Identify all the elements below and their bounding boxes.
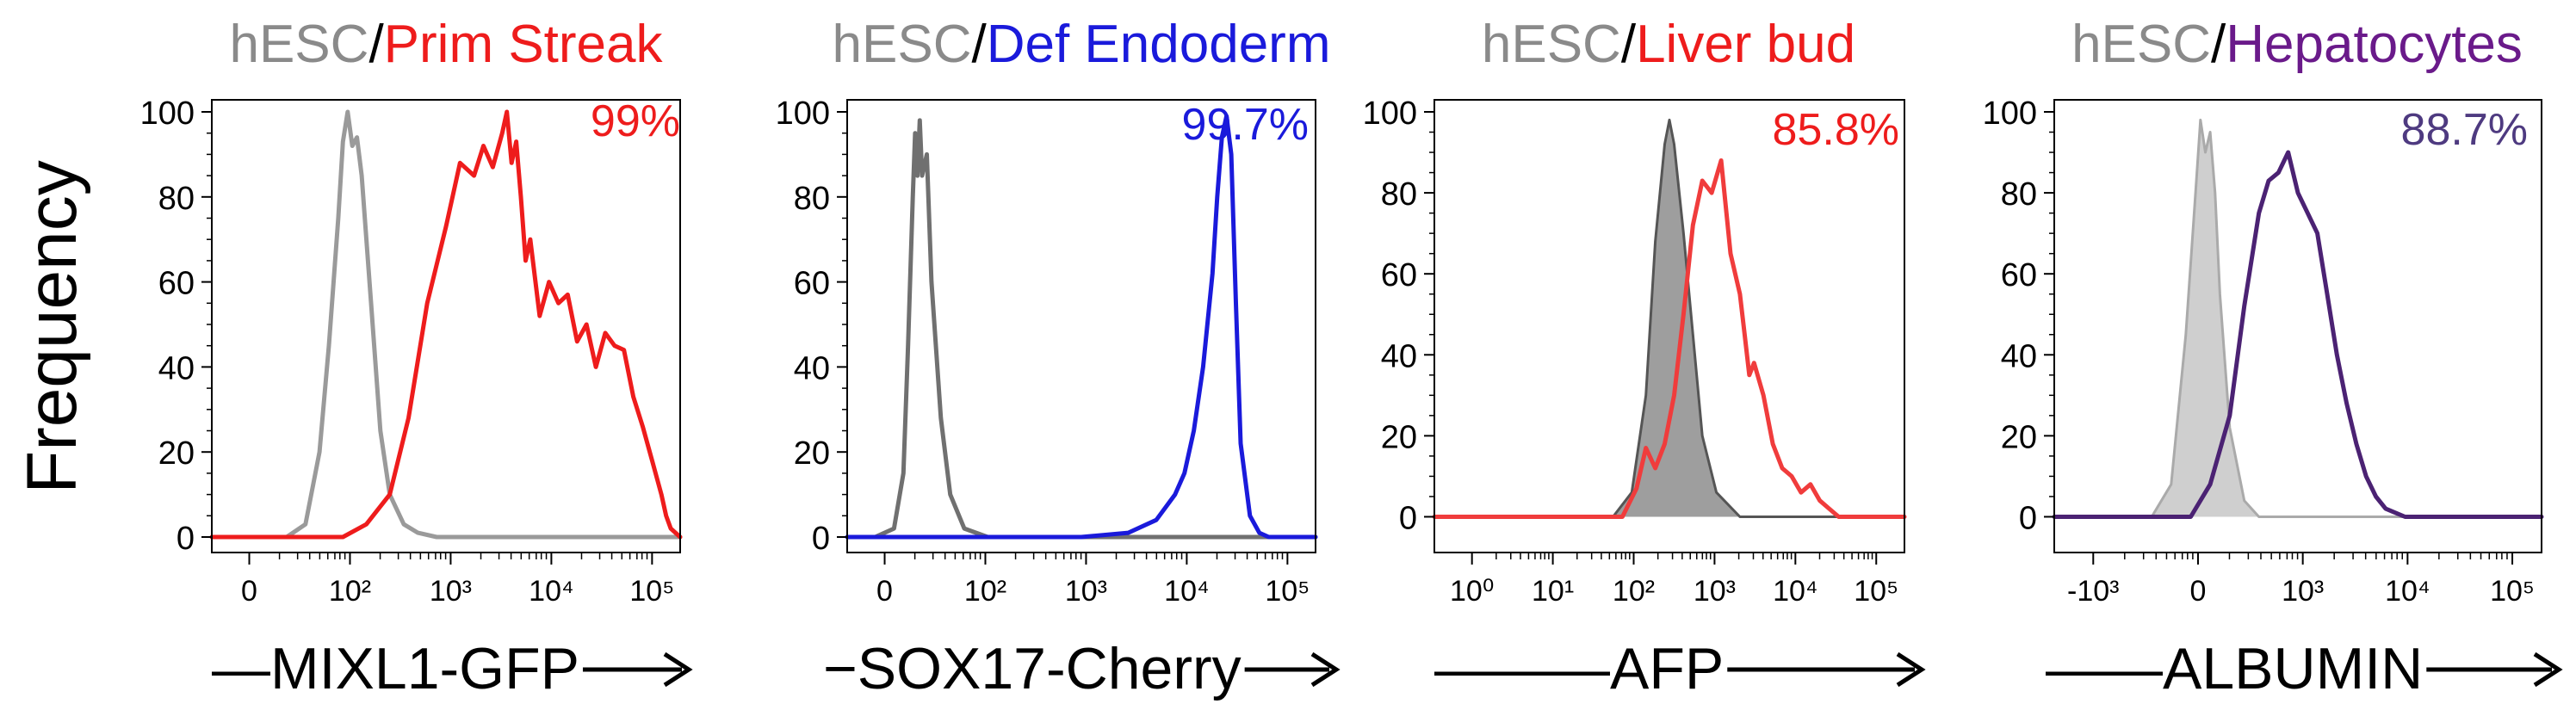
title-part-3: Hepatocytes — [2226, 15, 2523, 74]
percent-label: 99% — [591, 96, 680, 146]
y-tick-label: 60 — [1381, 257, 1417, 293]
series-line-def-endoderm — [845, 114, 1318, 540]
y-tick-label: 0 — [176, 521, 195, 557]
y-tick-label: 20 — [794, 435, 830, 472]
x-tick-label: 10⁴ — [2385, 575, 2430, 608]
y-tick-label: 40 — [1381, 338, 1417, 374]
chart-title: hESC/Prim Streak — [229, 15, 663, 74]
x-tick-label: 0 — [876, 575, 893, 608]
y-tick-label: 0 — [1399, 500, 1417, 536]
title-part-2: / — [1621, 15, 1637, 74]
x-tick-label: 10⁰ — [1450, 575, 1494, 608]
title-part-1: hESC — [1482, 15, 1621, 74]
chart-panel-2: hESC/Def Endoderm 0 20 40 60 80 100 0 10² 10³ 10⁴ 1… — [776, 15, 1341, 701]
chart-panel-4: hESC/Hepatocytes 0 20 40 60 80 100 -10³ 0 10³ 10⁴ 1… — [1983, 15, 2563, 701]
y-tick-label: 20 — [1381, 419, 1417, 455]
x-axis-label: −SOX17-Cherry — [823, 636, 1242, 701]
y-tick-label: 20 — [158, 435, 195, 472]
x-tick-label: 10³ — [1694, 575, 1736, 608]
x-tick-label: 10³ — [1065, 575, 1107, 608]
series-line-liver-bud — [1432, 158, 1907, 519]
chart-title: hESC/Hepatocytes — [2071, 15, 2523, 74]
x-tick-label: 10⁵ — [2490, 575, 2535, 608]
title-part-2: / — [368, 15, 384, 74]
y-tick-label: 40 — [2001, 338, 2037, 374]
x-axis-label: —MIXL1-GFP — [212, 636, 579, 701]
x-tick-label: 10² — [964, 575, 1006, 608]
x-tick-label: 10¹ — [1532, 575, 1574, 608]
series-fill-hesc — [2054, 120, 2542, 517]
title-part-1: hESC — [2071, 15, 2211, 74]
x-tick-label: 10³ — [430, 575, 472, 608]
x-axis-arrow-head — [2533, 651, 2563, 688]
y-tick-label: 100 — [1983, 96, 2037, 132]
x-axis-arrow-head — [1896, 651, 1926, 688]
series-line-hesc — [1433, 118, 1906, 518]
y-tick-label: 60 — [794, 266, 830, 302]
title-part-2: / — [2211, 15, 2226, 74]
y-tick-label: 40 — [158, 350, 195, 386]
x-tick-label: 10⁴ — [1164, 575, 1209, 608]
x-tick-label: 10⁵ — [1265, 575, 1310, 608]
y-tick-label: 80 — [2001, 176, 2037, 213]
percent-label: 88.7% — [2401, 105, 2528, 155]
title-part-1: hESC — [833, 15, 972, 74]
x-tick-label: 10⁴ — [529, 575, 573, 608]
plot-frame — [1434, 99, 1905, 553]
plot-frame — [211, 99, 681, 553]
x-tick-label: 10⁴ — [1773, 575, 1817, 608]
x-axis-label: ——ALBUMIN — [2046, 636, 2423, 701]
x-tick-label: 10⁵ — [629, 575, 674, 608]
y-tick-label: 60 — [2001, 257, 2037, 293]
y-tick-label: 80 — [794, 181, 830, 217]
x-axis-label: ———AFP — [1434, 636, 1724, 701]
x-tick-label: 10² — [1613, 575, 1655, 608]
x-axis-arrow-head — [663, 651, 693, 688]
title-part-1: hESC — [229, 15, 368, 74]
y-tick-label: 40 — [794, 350, 830, 386]
x-tick-label: 10³ — [2282, 575, 2324, 608]
title-part-3: Def Endoderm — [987, 15, 1331, 74]
y-tick-label: 100 — [140, 96, 195, 132]
x-axis-arrow-head — [1310, 651, 1341, 688]
y-tick-label: 0 — [2019, 500, 2037, 536]
x-tick-label: -10³ — [2067, 575, 2119, 608]
percent-label: 99.7% — [1182, 100, 1309, 150]
plot-frame — [2053, 99, 2542, 553]
title-part-3: Prim Streak — [384, 15, 664, 74]
y-tick-label: 80 — [1381, 176, 1417, 213]
title-part-2: / — [971, 15, 987, 74]
x-tick-label: 0 — [241, 575, 257, 608]
chart-panel-1: hESC/Prim Streak 0 20 40 60 80 100 0 10² 10³ 10⁴ 10… — [140, 15, 693, 701]
title-part-3: Liver bud — [1636, 15, 1855, 74]
x-tick-label: 10² — [329, 575, 371, 608]
x-tick-label: 0 — [2190, 575, 2207, 608]
y-tick-label: 80 — [158, 181, 195, 217]
series-line-hepatocytes — [2052, 150, 2544, 519]
y-tick-label: 20 — [2001, 419, 2037, 455]
series-line-hesc — [209, 109, 683, 540]
y-tick-label: 100 — [776, 96, 830, 132]
x-tick-label: 10⁵ — [1854, 575, 1898, 608]
y-tick-label: 100 — [1363, 96, 1417, 132]
chart-title: hESC/Def Endoderm — [833, 15, 1331, 74]
series-line-prim-streak — [209, 109, 683, 540]
series-line-hesc — [2053, 118, 2543, 518]
percent-label: 85.8% — [1773, 105, 1899, 155]
y-axis-label: Frequency — [13, 160, 91, 493]
y-tick-label: 60 — [158, 266, 195, 302]
chart-title: hESC/Liver bud — [1482, 15, 1855, 74]
series-fill-hesc — [1434, 120, 1904, 517]
chart-panel-3: hESC/Liver bud 0 20 40 60 80 100 10⁰ 10¹ 10² 10³ 10… — [1363, 15, 1926, 701]
series-line-hesc — [845, 118, 1318, 540]
y-tick-label: 0 — [812, 521, 830, 557]
